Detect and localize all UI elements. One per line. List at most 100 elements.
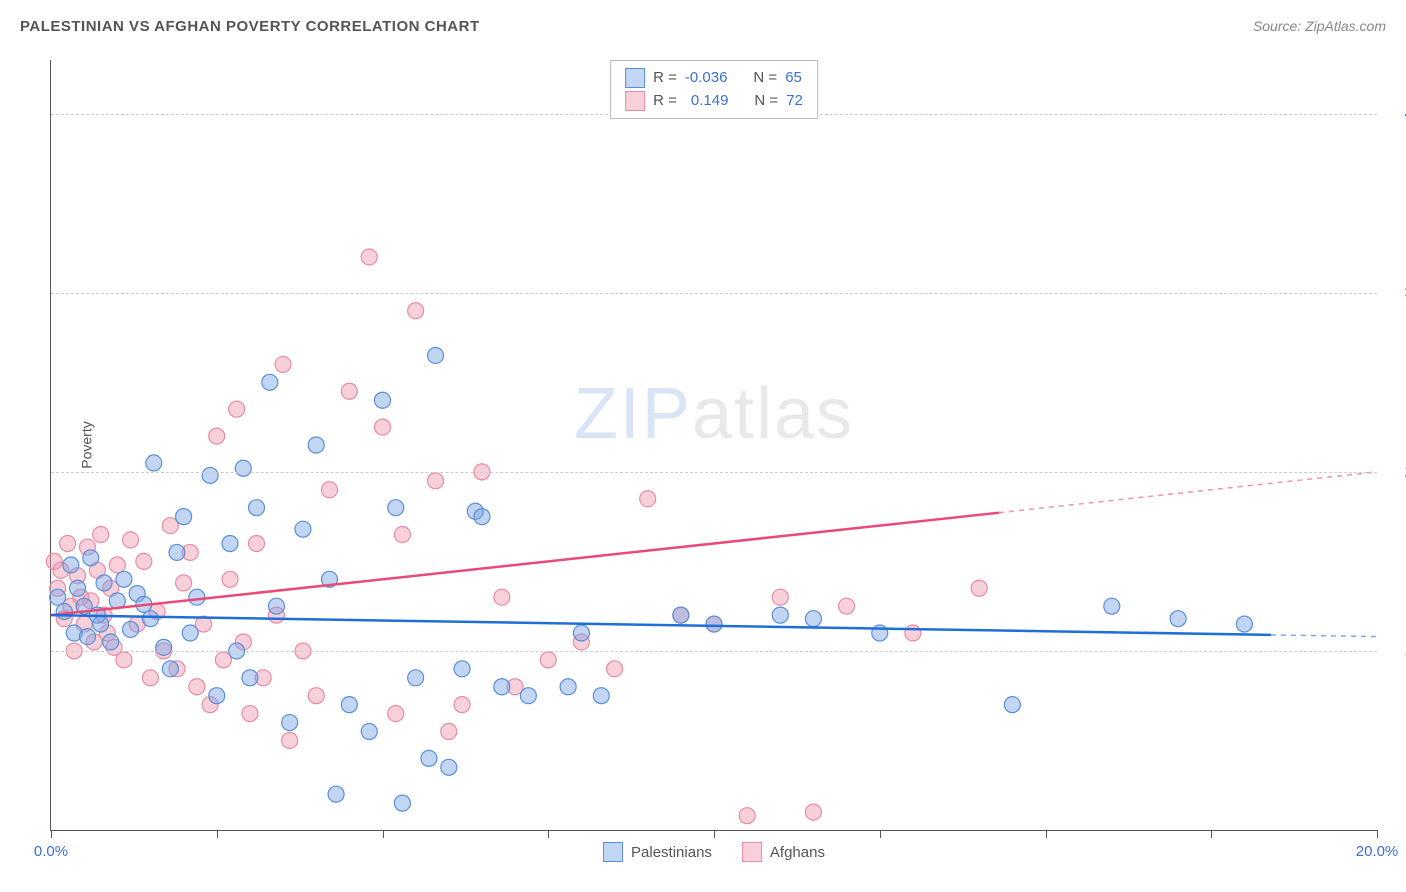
point-b — [123, 532, 139, 548]
point-a — [176, 509, 192, 525]
point-b — [341, 383, 357, 399]
stats-box: R = -0.036 N = 65 R = 0.149 N = 72 — [610, 60, 818, 119]
point-a — [560, 679, 576, 695]
x-tick — [880, 830, 881, 838]
point-b — [308, 688, 324, 704]
point-a — [169, 544, 185, 560]
point-a — [388, 500, 404, 516]
trend-a-solid — [51, 615, 1271, 635]
point-a — [421, 750, 437, 766]
legend-a-label: Palestinians — [631, 844, 712, 861]
y-tick-label: 30.0% — [1387, 284, 1406, 301]
point-a — [222, 535, 238, 551]
point-b — [249, 535, 265, 551]
point-a — [408, 670, 424, 686]
point-b — [229, 401, 245, 417]
point-b — [494, 589, 510, 605]
point-b — [116, 652, 132, 668]
point-a — [50, 589, 66, 605]
point-a — [142, 611, 158, 627]
point-a — [262, 374, 278, 390]
swatch-b-icon — [742, 842, 762, 862]
x-tick — [1377, 830, 1378, 838]
x-tick-label: 20.0% — [1356, 843, 1399, 860]
y-tick-label: 10.0% — [1387, 642, 1406, 659]
point-b — [454, 697, 470, 713]
point-b — [839, 598, 855, 614]
point-b — [282, 732, 298, 748]
stats-row-b: R = 0.149 N = 72 — [625, 90, 803, 113]
x-tick — [383, 830, 384, 838]
point-b — [60, 535, 76, 551]
point-a — [341, 697, 357, 713]
plot-area: Poverty ZIPatlas R = -0.036 N = 65 R = 0… — [50, 60, 1377, 831]
point-a — [93, 616, 109, 632]
legend-b-label: Afghans — [770, 844, 825, 861]
chart-title: PALESTINIAN VS AFGHAN POVERTY CORRELATIO… — [20, 18, 480, 35]
point-b — [805, 804, 821, 820]
point-a — [146, 455, 162, 471]
point-a — [123, 621, 139, 637]
point-b — [428, 473, 444, 489]
point-b — [772, 589, 788, 605]
x-tick — [217, 830, 218, 838]
point-a — [772, 607, 788, 623]
stats-row-a: R = -0.036 N = 65 — [625, 67, 803, 90]
point-a — [361, 724, 377, 740]
chart-svg — [51, 60, 1377, 830]
point-a — [441, 759, 457, 775]
point-a — [268, 598, 284, 614]
point-b — [361, 249, 377, 265]
point-a — [282, 715, 298, 731]
point-a — [116, 571, 132, 587]
point-a — [295, 521, 311, 537]
point-b — [739, 808, 755, 824]
point-a — [189, 589, 205, 605]
point-a — [328, 786, 344, 802]
swatch-a-icon — [603, 842, 623, 862]
point-b — [394, 527, 410, 543]
point-a — [1236, 616, 1252, 632]
point-a — [805, 611, 821, 627]
point-b — [242, 706, 258, 722]
point-a — [182, 625, 198, 641]
x-tick — [548, 830, 549, 838]
point-a — [673, 607, 689, 623]
point-b — [607, 661, 623, 677]
x-tick — [51, 830, 52, 838]
point-a — [79, 629, 95, 645]
stat-n-a: 65 — [785, 67, 802, 90]
point-a — [202, 467, 218, 483]
point-b — [136, 553, 152, 569]
point-a — [242, 670, 258, 686]
stat-n-label: N = — [753, 67, 777, 90]
point-a — [1004, 697, 1020, 713]
point-a — [103, 634, 119, 650]
point-a — [63, 557, 79, 573]
point-b — [209, 428, 225, 444]
point-a — [56, 604, 72, 620]
bottom-legend: Palestinians Afghans — [603, 842, 825, 862]
x-tick — [1211, 830, 1212, 838]
point-a — [494, 679, 510, 695]
point-a — [308, 437, 324, 453]
point-a — [593, 688, 609, 704]
point-b — [540, 652, 556, 668]
stat-n-label: N = — [754, 90, 778, 113]
point-b — [222, 571, 238, 587]
x-tick — [714, 830, 715, 838]
point-a — [706, 616, 722, 632]
point-b — [109, 557, 125, 573]
source-label: Source: ZipAtlas.com — [1253, 18, 1386, 34]
point-a — [235, 460, 251, 476]
trend-a-dashed — [1271, 635, 1377, 637]
y-tick-label: 40.0% — [1387, 105, 1406, 122]
point-b — [971, 580, 987, 596]
point-b — [93, 527, 109, 543]
trend-b-dashed — [999, 472, 1377, 513]
point-a — [428, 347, 444, 363]
point-b — [408, 303, 424, 319]
point-a — [96, 575, 112, 591]
point-b — [441, 724, 457, 740]
point-a — [70, 580, 86, 596]
